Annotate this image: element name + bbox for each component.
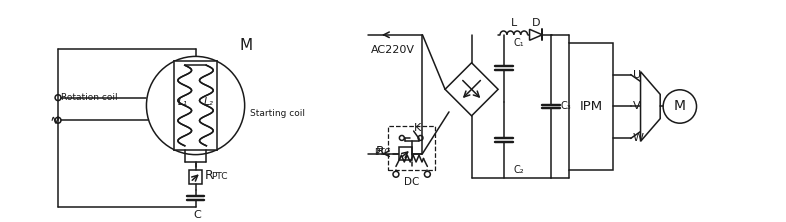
Text: C₂: C₂ <box>514 165 524 175</box>
Polygon shape <box>445 63 498 116</box>
Bar <box>174 61 217 150</box>
Text: C₃: C₃ <box>561 101 571 111</box>
Text: W: W <box>633 133 644 143</box>
Text: AC220V: AC220V <box>370 45 414 55</box>
Bar <box>388 126 435 170</box>
Text: DC: DC <box>404 177 420 187</box>
Text: D: D <box>532 18 541 28</box>
Text: R: R <box>204 169 213 182</box>
Text: Starting coil: Starting coil <box>250 109 305 118</box>
Text: V: V <box>633 101 641 111</box>
Text: Rotation coil: Rotation coil <box>61 93 118 102</box>
Text: IPM: IPM <box>579 100 603 113</box>
Bar <box>399 147 412 160</box>
Text: K: K <box>413 123 421 133</box>
Circle shape <box>663 90 696 123</box>
Polygon shape <box>641 72 660 141</box>
Text: PTC: PTC <box>375 148 391 157</box>
Text: L: L <box>511 18 517 28</box>
Text: R: R <box>376 145 384 158</box>
Text: M: M <box>674 99 686 113</box>
Text: U: U <box>633 69 641 79</box>
Bar <box>569 43 613 170</box>
Text: C₁: C₁ <box>514 38 524 48</box>
Bar <box>189 170 202 184</box>
Text: L₂: L₂ <box>204 97 213 107</box>
Text: L₁: L₁ <box>178 97 188 107</box>
Bar <box>174 61 217 150</box>
Text: M: M <box>240 38 253 54</box>
Circle shape <box>146 56 244 155</box>
Text: PTC: PTC <box>211 172 228 181</box>
Polygon shape <box>530 29 542 40</box>
Text: C: C <box>193 210 201 220</box>
